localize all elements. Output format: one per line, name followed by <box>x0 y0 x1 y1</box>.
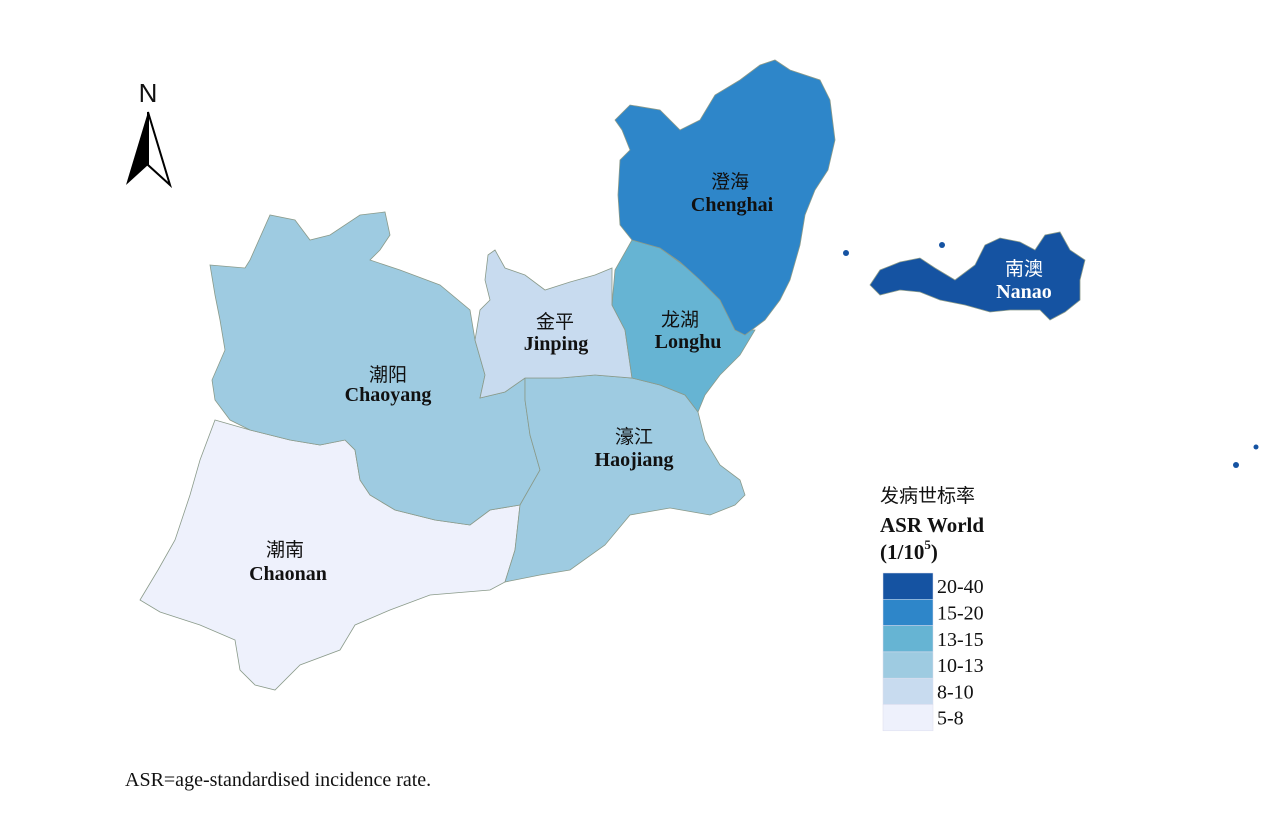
legend-swatch <box>882 625 934 653</box>
island <box>869 231 1086 321</box>
legend-label: 20-40 <box>937 576 984 598</box>
region-label-en: Nanao <box>996 281 1052 303</box>
north-label: N <box>139 78 158 108</box>
islet <box>1253 444 1259 450</box>
legend-label: 5-8 <box>937 708 964 730</box>
region-label-zh: 澄海 <box>711 171 749 193</box>
north-arrow <box>126 111 172 189</box>
legend-swatch <box>882 599 934 626</box>
region-label-en: Jinping <box>524 333 588 355</box>
legend-swatch <box>882 704 934 732</box>
region-label-zh: 南澳 <box>1005 258 1043 280</box>
legend-label: 13-15 <box>937 629 984 651</box>
legend-swatch <box>882 651 934 679</box>
region-label-en: Haojiang <box>595 449 674 471</box>
legend-unit: (1/105) <box>880 537 938 564</box>
region-nanao <box>843 231 1259 468</box>
footnote: ASR=age-standardised incidence rate. <box>125 769 431 791</box>
unit-base: (1/10 <box>880 540 924 564</box>
region-label-en: Chenghai <box>691 194 774 216</box>
unit-close: ) <box>931 540 938 564</box>
islet <box>939 242 945 248</box>
region-label-zh: 潮阳 <box>369 364 407 386</box>
islet <box>1233 462 1239 468</box>
region-label-zh: 金平 <box>536 311 574 333</box>
region-label-en: Chaonan <box>249 563 327 585</box>
region-label-en: Chaoyang <box>345 384 432 406</box>
legend-label: 15-20 <box>937 602 984 624</box>
region-haojiang <box>504 374 746 583</box>
region-label-zh: 濠江 <box>615 426 653 448</box>
legend-items: 20-40 15-20 13-15 10-13 8-10 5-8 <box>882 572 984 732</box>
legend-swatch <box>882 572 934 600</box>
region-label-en: Longhu <box>655 331 722 353</box>
legend-label: 8-10 <box>937 681 974 703</box>
region-label-zh: 龙湖 <box>661 309 699 331</box>
legend-title-zh: 发病世标率 <box>880 485 975 507</box>
legend-swatch <box>882 677 934 705</box>
region-label-zh: 潮南 <box>266 539 304 561</box>
islet <box>843 250 849 256</box>
region-chenghai <box>614 59 836 336</box>
legend-title-en: ASR World <box>880 513 984 537</box>
region-jinping <box>474 249 633 399</box>
legend-label: 10-13 <box>937 655 984 677</box>
unit-exponent: 5 <box>924 537 931 552</box>
